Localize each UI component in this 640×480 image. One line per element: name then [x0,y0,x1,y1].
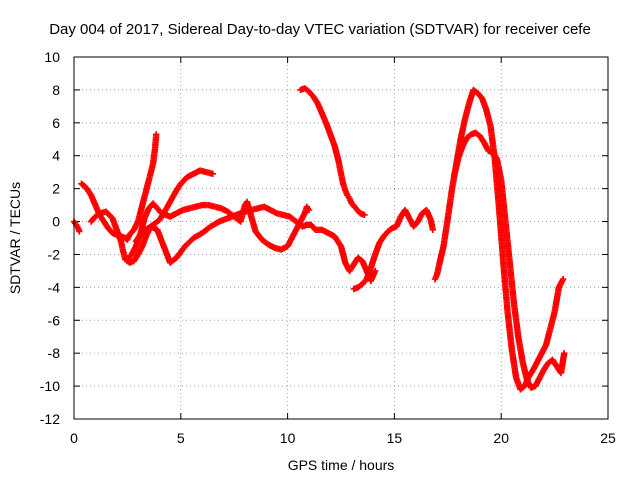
data-series [132,203,379,284]
y-tick-label: -10 [40,378,60,394]
data-series [451,129,568,391]
data-point [153,131,160,138]
y-tick-label: -8 [48,345,61,361]
data-series [350,206,437,293]
x-tick-label: 25 [600,430,616,446]
data-point [429,226,437,233]
data-point [305,206,313,214]
x-tick-label: 20 [493,430,509,446]
data-series [70,218,83,235]
y-tick-label: 0 [52,214,60,230]
ticks: 0 5 10 15 20 25 -12 -10 -8 -6 -4 -2 0 2 4 6 8 10 [40,49,616,446]
y-tick-label: 10 [44,49,60,65]
grid [74,57,608,419]
x-tick-label: 0 [70,430,78,446]
y-tick-label: -2 [48,246,61,262]
chart-title: Day 004 of 2017, Sidereal Day-to-day VTE… [49,21,591,38]
data-series [297,85,368,219]
data-series [87,167,217,266]
plot-frame [73,56,609,420]
data-point [561,349,568,357]
data-series [431,86,567,393]
y-tick-label: 4 [52,148,60,164]
data-series [78,131,160,243]
x-tick-label: 15 [387,430,403,446]
data-point [559,275,567,283]
y-tick-label: -12 [40,411,60,427]
data-points [70,85,568,393]
data-point [76,228,83,235]
x-axis-label: GPS time / hours [288,457,395,473]
y-tick-label: -4 [48,279,61,295]
y-tick-label: -6 [48,312,61,328]
x-tick-label: 5 [177,430,185,446]
y-axis-label: SDTVAR / TECUs [7,182,23,294]
y-tick-label: 8 [52,82,60,98]
y-tick-label: 6 [52,115,60,131]
data-point [209,170,217,178]
data-point [371,267,379,275]
data-point [361,211,368,219]
y-tick-label: 2 [52,181,60,197]
x-tick-label: 10 [280,430,296,446]
data-series [124,198,313,263]
